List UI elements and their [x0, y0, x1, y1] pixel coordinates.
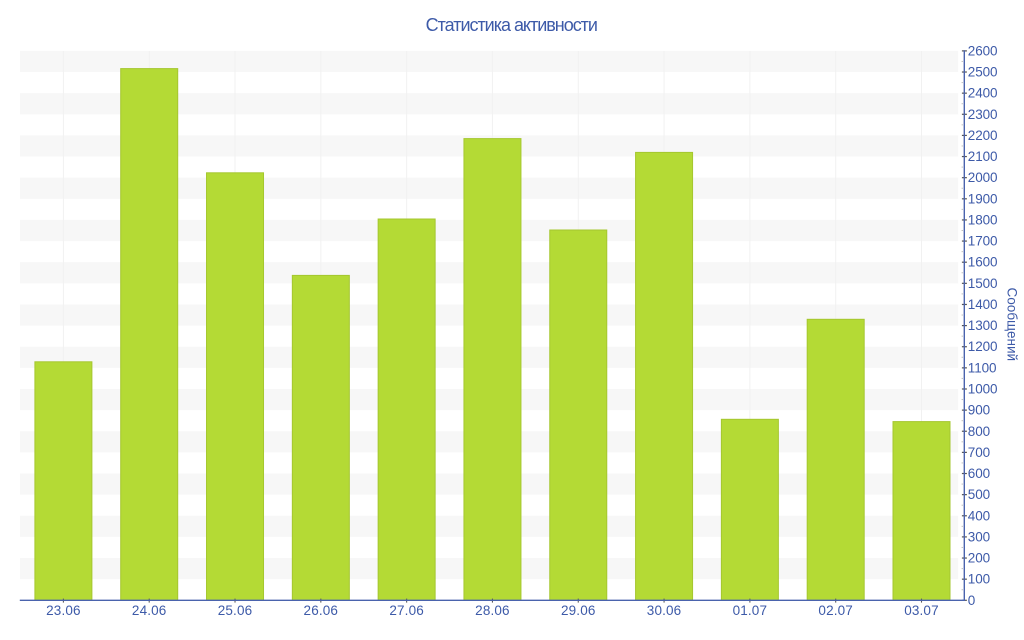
- svg-text:01.07: 01.07: [733, 603, 768, 618]
- svg-text:2000: 2000: [968, 170, 998, 185]
- svg-text:28.06: 28.06: [475, 603, 510, 618]
- svg-text:25.06: 25.06: [218, 603, 253, 618]
- svg-text:26.06: 26.06: [304, 603, 339, 618]
- svg-text:200: 200: [968, 551, 990, 566]
- svg-text:Сообщений: Сообщений: [1005, 288, 1020, 362]
- svg-text:1400: 1400: [968, 297, 998, 312]
- svg-text:2400: 2400: [968, 86, 998, 101]
- svg-text:700: 700: [968, 445, 990, 460]
- svg-text:600: 600: [968, 466, 990, 481]
- svg-text:2300: 2300: [968, 107, 998, 122]
- svg-text:23.06: 23.06: [46, 603, 81, 618]
- svg-text:300: 300: [968, 529, 990, 544]
- svg-text:1200: 1200: [968, 339, 998, 354]
- svg-text:2600: 2600: [968, 43, 998, 58]
- svg-text:500: 500: [968, 487, 990, 502]
- svg-text:1000: 1000: [968, 381, 998, 396]
- svg-text:29.06: 29.06: [561, 603, 596, 618]
- svg-text:1800: 1800: [968, 212, 998, 227]
- svg-text:27.06: 27.06: [389, 603, 424, 618]
- svg-text:Статистика активности: Статистика активности: [426, 15, 597, 35]
- svg-text:400: 400: [968, 508, 990, 523]
- svg-text:2500: 2500: [968, 65, 998, 80]
- svg-text:0: 0: [968, 593, 975, 608]
- svg-text:900: 900: [968, 403, 990, 418]
- svg-text:30.06: 30.06: [647, 603, 682, 618]
- svg-text:800: 800: [968, 424, 990, 439]
- svg-text:2200: 2200: [968, 128, 998, 143]
- svg-text:1100: 1100: [968, 360, 997, 375]
- svg-text:1900: 1900: [968, 191, 998, 206]
- svg-text:02.07: 02.07: [818, 603, 853, 618]
- svg-text:1600: 1600: [968, 255, 998, 270]
- svg-text:1700: 1700: [968, 234, 998, 249]
- svg-text:1300: 1300: [968, 318, 998, 333]
- svg-text:100: 100: [968, 572, 990, 587]
- svg-text:24.06: 24.06: [132, 603, 167, 618]
- svg-text:1500: 1500: [968, 276, 998, 291]
- svg-text:2100: 2100: [968, 149, 998, 164]
- svg-text:03.07: 03.07: [904, 603, 939, 618]
